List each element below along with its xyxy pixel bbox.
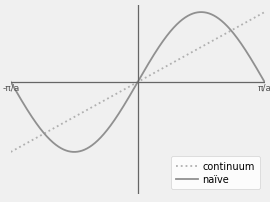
naïve <box>121 106 124 109</box>
naïve <box>112 120 115 123</box>
naïve <box>208 13 211 16</box>
naïve <box>184 17 187 20</box>
naïve <box>200 12 203 14</box>
continuum <box>121 90 124 92</box>
Line: continuum: continuum <box>11 13 265 152</box>
Line: naïve: naïve <box>11 13 265 152</box>
continuum <box>263 12 266 14</box>
Legend: continuum, naïve: continuum, naïve <box>171 157 260 189</box>
continuum <box>112 95 115 97</box>
Text: π/a: π/a <box>258 83 270 92</box>
Text: -π/a: -π/a <box>2 83 19 92</box>
continuum <box>183 55 187 58</box>
naïve <box>263 81 266 84</box>
naïve <box>35 123 38 125</box>
continuum <box>35 137 38 139</box>
naïve <box>73 151 76 153</box>
continuum <box>207 42 210 45</box>
naïve <box>9 81 12 84</box>
naïve <box>212 15 215 18</box>
continuum <box>9 151 12 153</box>
continuum <box>212 40 215 42</box>
